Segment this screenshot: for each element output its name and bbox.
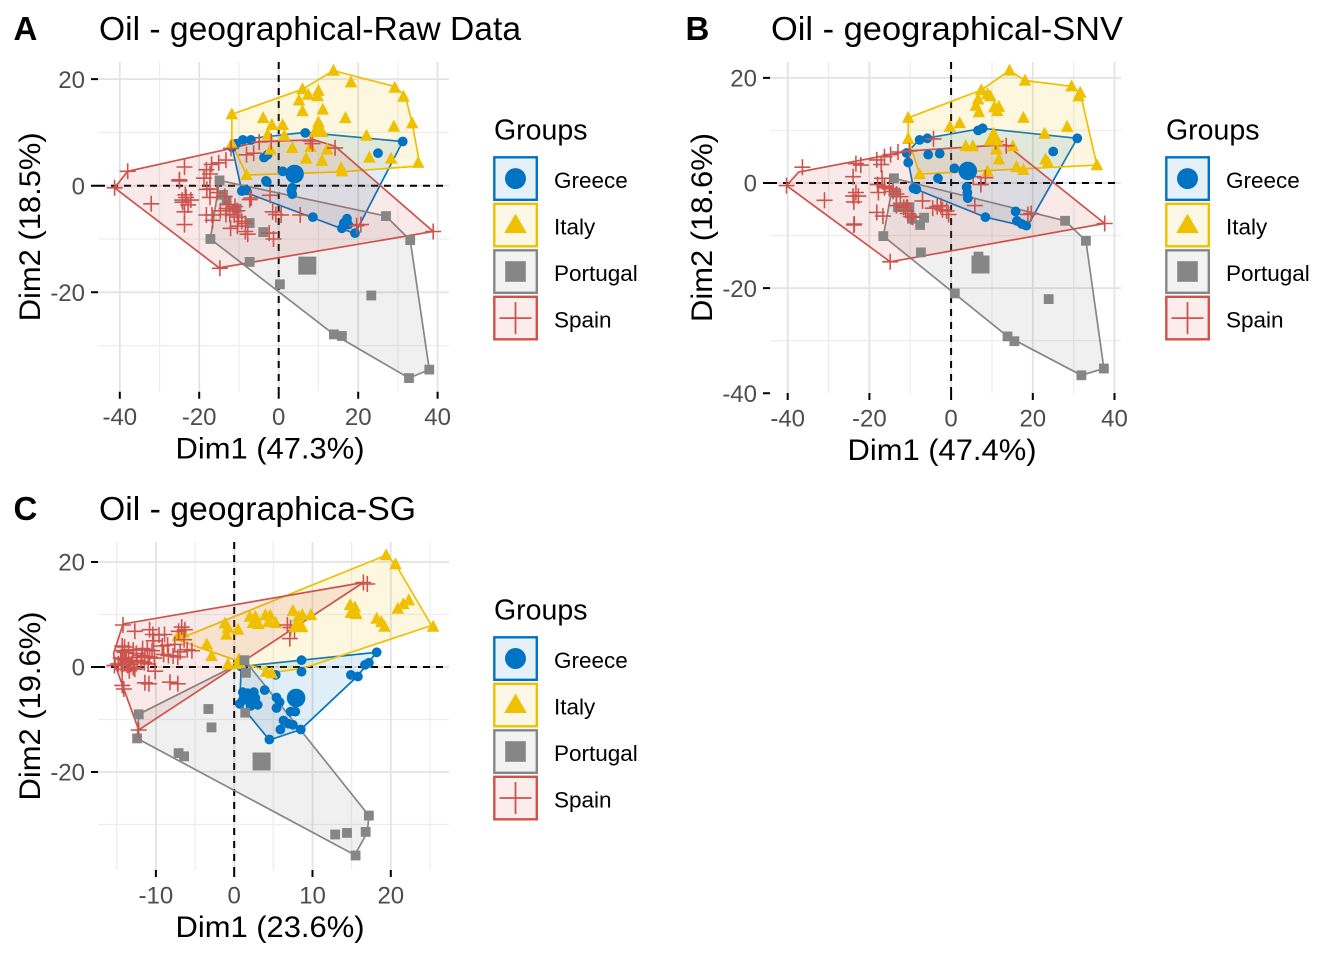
svg-text:Portugal: Portugal [554, 261, 638, 286]
svg-text:20: 20 [377, 883, 404, 910]
svg-text:40: 40 [424, 404, 451, 431]
svg-text:Dim1 (47.3%): Dim1 (47.3%) [176, 433, 365, 466]
svg-text:A: A [14, 10, 38, 47]
svg-text:Dim2 (18.6%): Dim2 (18.6%) [686, 133, 719, 322]
svg-text:-40: -40 [770, 406, 805, 433]
svg-text:-10: -10 [139, 883, 174, 910]
svg-text:Oil - geographical-Raw Data: Oil - geographical-Raw Data [99, 11, 521, 48]
svg-text:Dim1 (47.4%): Dim1 (47.4%) [848, 434, 1037, 467]
svg-text:Greece: Greece [554, 648, 628, 673]
svg-text:Portugal: Portugal [1226, 261, 1310, 286]
svg-text:-20: -20 [182, 404, 217, 431]
svg-text:Oil - geographica-SG: Oil - geographica-SG [99, 491, 416, 528]
svg-text:Italy: Italy [554, 215, 596, 240]
svg-text:20: 20 [730, 66, 757, 93]
svg-text:Dim2 (18.5%): Dim2 (18.5%) [14, 132, 47, 321]
svg-text:Oil - geographical-SNV: Oil - geographical-SNV [771, 11, 1124, 48]
svg-text:Greece: Greece [554, 168, 628, 193]
svg-text:Portugal: Portugal [554, 741, 638, 766]
svg-text:20: 20 [58, 550, 85, 577]
svg-text:B: B [686, 10, 710, 47]
svg-text:20: 20 [58, 67, 85, 94]
svg-text:10: 10 [299, 883, 326, 910]
svg-text:-20: -20 [50, 760, 85, 787]
svg-text:Spain: Spain [554, 307, 612, 332]
svg-text:Groups: Groups [494, 595, 587, 627]
svg-text:-20: -20 [50, 280, 85, 307]
svg-text:0: 0 [744, 171, 757, 198]
svg-text:Dim1 (23.6%): Dim1 (23.6%) [176, 911, 365, 944]
svg-text:Spain: Spain [554, 787, 612, 812]
svg-text:0: 0 [228, 883, 241, 910]
svg-text:20: 20 [345, 404, 372, 431]
svg-text:Dim2 (19.6%): Dim2 (19.6%) [14, 612, 47, 801]
svg-text:0: 0 [72, 173, 85, 200]
svg-text:-40: -40 [102, 404, 137, 431]
svg-text:Groups: Groups [494, 115, 587, 147]
svg-text:0: 0 [272, 404, 285, 431]
svg-text:-20: -20 [722, 276, 757, 303]
svg-text:Groups: Groups [1166, 115, 1259, 147]
svg-text:Greece: Greece [1226, 168, 1300, 193]
svg-text:Spain: Spain [1226, 307, 1284, 332]
svg-text:-20: -20 [852, 406, 887, 433]
svg-text:0: 0 [72, 655, 85, 682]
svg-text:20: 20 [1019, 406, 1046, 433]
svg-text:C: C [14, 490, 38, 527]
svg-text:0: 0 [944, 406, 957, 433]
svg-text:40: 40 [1101, 406, 1128, 433]
svg-text:-40: -40 [722, 381, 757, 408]
svg-text:Italy: Italy [1226, 215, 1268, 240]
svg-text:Italy: Italy [554, 694, 596, 719]
